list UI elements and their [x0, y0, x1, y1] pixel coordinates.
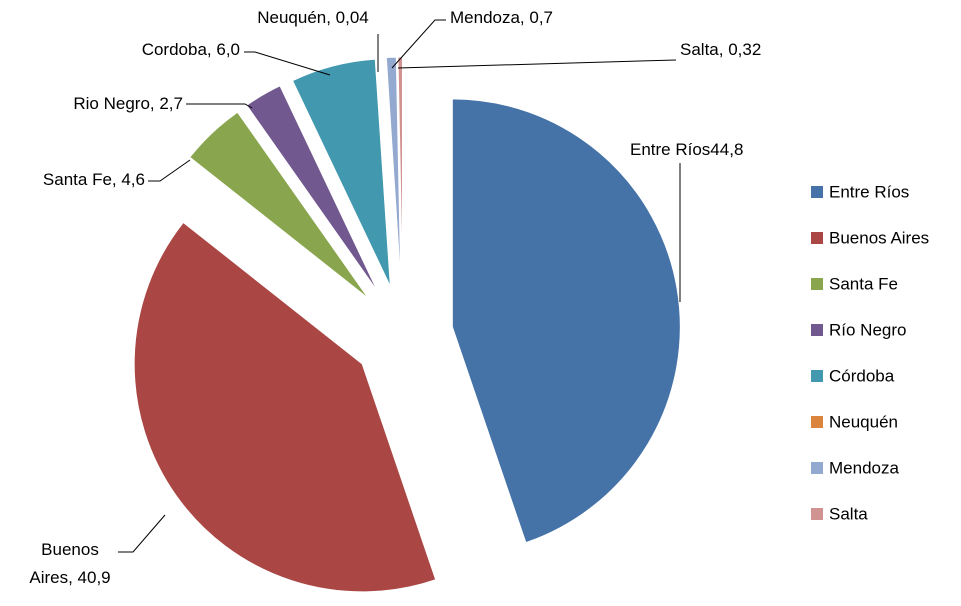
legend-swatch	[811, 370, 823, 382]
legend-label: Mendoza	[829, 458, 899, 477]
pie-slice	[189, 111, 370, 300]
data-label: Buenos Aires, 40,9	[29, 540, 111, 587]
legend-swatch	[811, 462, 823, 474]
legend-swatch	[811, 186, 823, 198]
data-label: Mendoza, 0,7	[450, 8, 554, 27]
data-label: Rio Negro, 2,7	[73, 94, 183, 113]
legend-swatch	[811, 324, 823, 336]
legend-swatch	[811, 416, 823, 428]
legend-label: Córdoba	[829, 366, 895, 385]
leader-line	[186, 103, 253, 109]
legend-swatch	[811, 278, 823, 290]
legend-label: Buenos Aires	[829, 228, 929, 247]
pie-slice	[133, 221, 437, 593]
data-label: Cordoba, 6,0	[141, 40, 240, 59]
leader-line	[118, 514, 166, 553]
legend-swatch	[811, 232, 823, 244]
pie-slice	[385, 56, 402, 286]
legend-swatch	[811, 508, 823, 520]
leader-line	[244, 51, 331, 76]
leader-line	[397, 59, 677, 69]
pie-slice	[451, 98, 681, 544]
pie-slice	[384, 57, 401, 286]
data-label: Salta, 0,32	[680, 40, 762, 59]
legend-label: Neuquén	[829, 412, 898, 431]
leader-line	[148, 159, 191, 182]
leader-line	[391, 19, 446, 69]
pie-slice	[291, 58, 391, 287]
data-label: Entre Ríos44,8	[630, 140, 744, 159]
legend-label: Río Negro	[829, 320, 906, 339]
legend-label: Entre Ríos	[829, 182, 909, 201]
data-label: Neuquén, 0,04	[257, 8, 369, 27]
legend-label: Salta	[829, 504, 868, 523]
legend-label: Santa Fe	[829, 274, 898, 293]
data-label: Santa Fe, 4,6	[42, 170, 145, 189]
